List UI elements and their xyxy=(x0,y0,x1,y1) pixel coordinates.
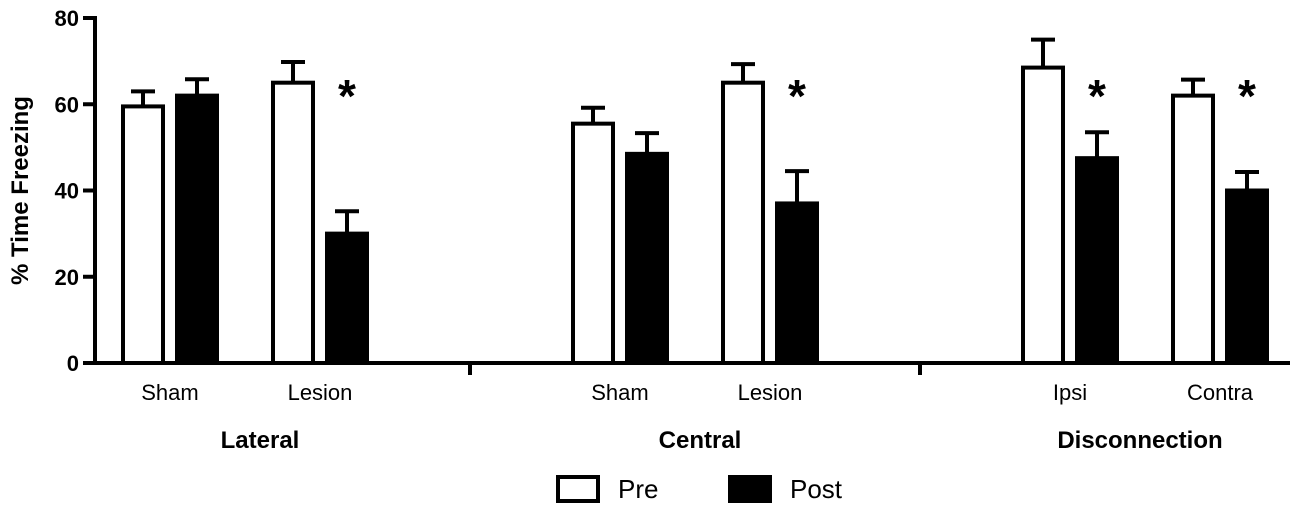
legend-swatch-post xyxy=(728,475,772,503)
significance-star: * xyxy=(1088,70,1106,122)
y-tick-label: 20 xyxy=(55,265,79,290)
bar-post xyxy=(625,151,669,365)
bar-pre xyxy=(571,121,615,365)
bar-post xyxy=(1075,156,1119,365)
bar-pre xyxy=(1171,93,1215,365)
y-axis-label: % Time Freezing xyxy=(7,96,34,285)
y-tick-label: 0 xyxy=(67,351,79,376)
category-label: Sham xyxy=(591,380,648,405)
y-tick-label: 80 xyxy=(55,6,79,31)
bar-pre xyxy=(721,80,765,365)
category-label: Contra xyxy=(1187,380,1254,405)
bar-post xyxy=(1225,188,1269,365)
significance-star: * xyxy=(788,70,806,122)
bar-pre xyxy=(1021,65,1065,365)
y-tick-label: 40 xyxy=(55,179,79,204)
category-label: Lesion xyxy=(288,380,353,405)
category-label: Sham xyxy=(141,380,198,405)
significance-star: * xyxy=(1238,70,1256,122)
significance-star: * xyxy=(338,70,356,122)
y-tick-label: 60 xyxy=(55,92,79,117)
bar-pre xyxy=(271,80,315,365)
group-label: Disconnection xyxy=(1057,427,1222,454)
group-label: Lateral xyxy=(221,427,300,454)
legend-label-post: Post xyxy=(790,474,843,504)
bar-pre xyxy=(121,104,165,365)
category-label: Lesion xyxy=(738,380,803,405)
group-label: Central xyxy=(659,427,742,454)
bar-post xyxy=(325,231,369,365)
bar-post xyxy=(775,201,819,365)
bar-post xyxy=(175,93,219,365)
category-label: Ipsi xyxy=(1053,380,1087,405)
legend-swatch-pre xyxy=(556,475,600,503)
legend-label-pre: Pre xyxy=(618,474,658,504)
